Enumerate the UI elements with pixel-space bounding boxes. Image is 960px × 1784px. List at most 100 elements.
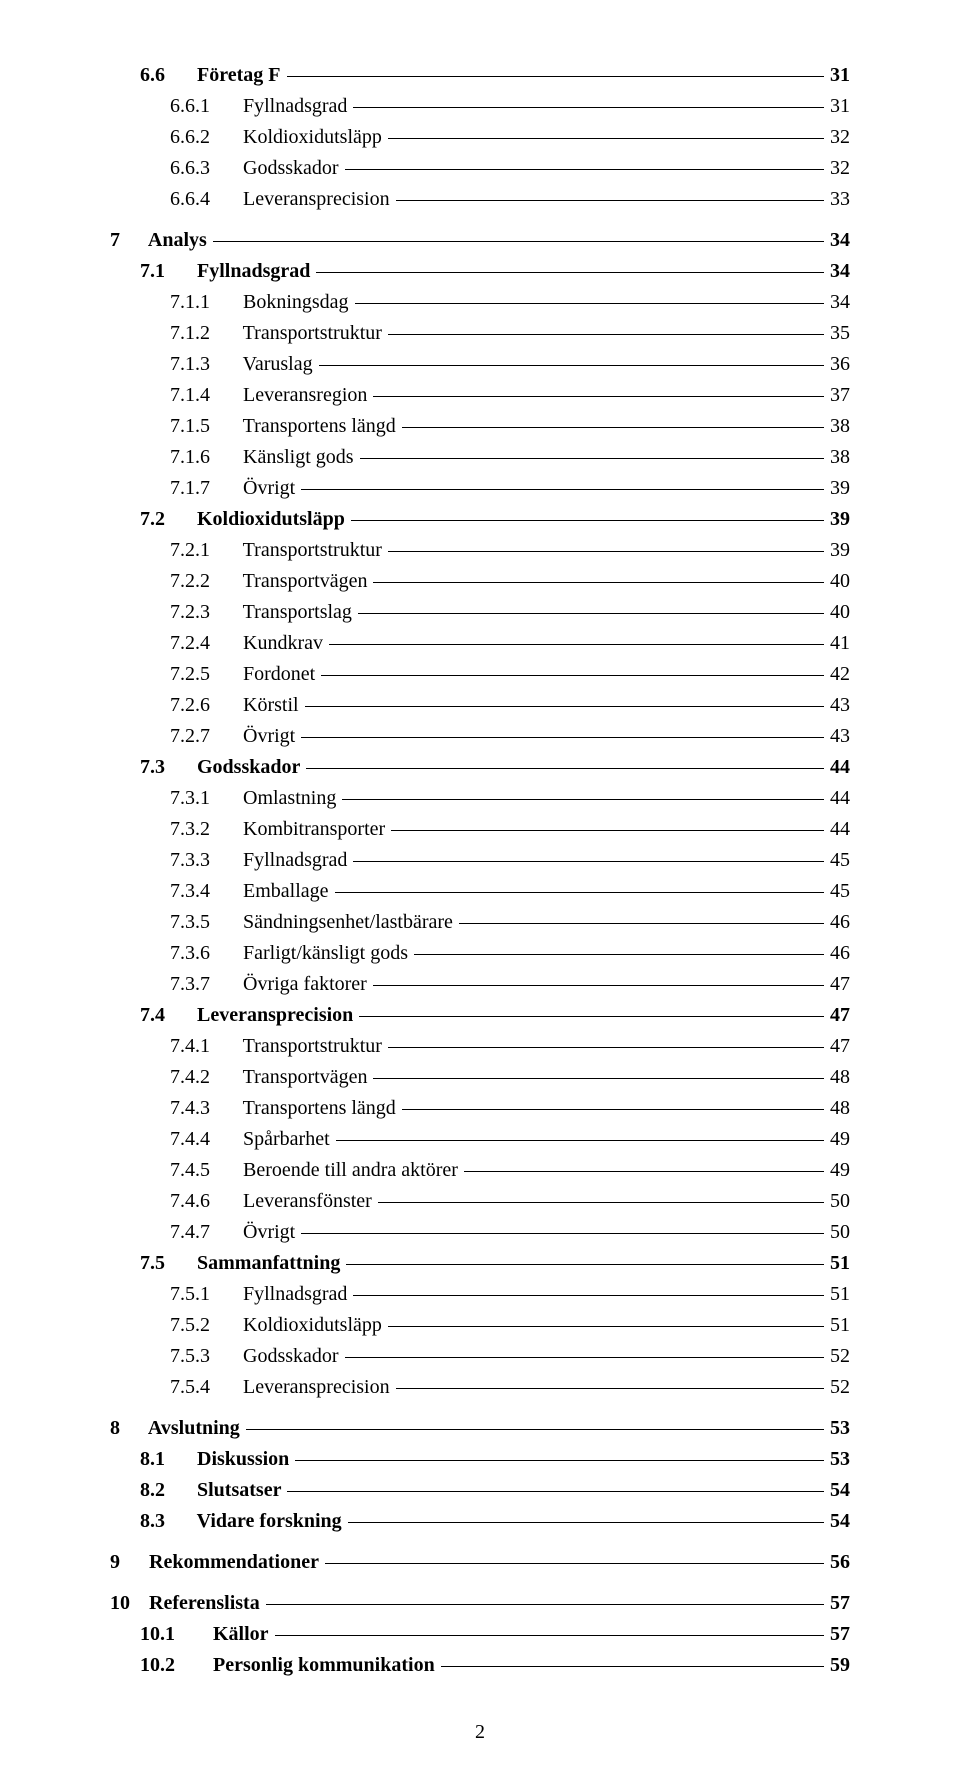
toc-entry-page: 51: [826, 1279, 850, 1310]
toc-entry-label: 8 Avslutning: [110, 1413, 244, 1444]
toc-entry-number: 7.3.1: [170, 783, 228, 814]
toc-entry-title: Leveransprecision: [192, 1004, 353, 1026]
toc-entry: 10.1 Källor57: [140, 1619, 850, 1650]
toc-entry-number: 7.1.1: [170, 287, 228, 318]
toc-entry-page: 48: [826, 1062, 850, 1093]
page-container: 6.6 Företag F316.6.1 Fyllnadsgrad316.6.2…: [0, 0, 960, 1784]
toc-entry-number: 7.1.3: [170, 349, 228, 380]
toc-entry-page: 47: [826, 1031, 850, 1062]
toc-entry-title: Övriga faktorer: [238, 973, 367, 995]
toc-entry-number: 10.2: [140, 1650, 198, 1681]
toc-entry-label: 8.1 Diskussion: [140, 1444, 293, 1475]
toc-entry-page: 52: [826, 1341, 850, 1372]
toc-entry-title: Källor: [208, 1623, 269, 1645]
toc-entry-title: Kundkrav: [238, 632, 323, 654]
toc-entry-page: 50: [826, 1186, 850, 1217]
toc-leader-line: [306, 768, 824, 769]
toc-entry-number: 7.2.6: [170, 690, 228, 721]
toc-entry-title: Leveransprecision: [238, 188, 390, 210]
toc-entry-number: 7.1.6: [170, 442, 228, 473]
toc-entry-number: 7.4.2: [170, 1062, 228, 1093]
toc-entry-number: 7.5.4: [170, 1372, 228, 1403]
toc-leader-line: [319, 365, 824, 366]
toc-entry-label: 7.5 Sammanfattning: [140, 1248, 344, 1279]
toc-entry-page: 43: [826, 690, 850, 721]
toc-entry-title: Övrigt: [238, 725, 295, 747]
toc-entry-label: 7.3.1 Omlastning: [170, 783, 340, 814]
toc-entry-page: 40: [826, 597, 850, 628]
toc-entry-page: 38: [826, 411, 850, 442]
toc-entry: 7.3.3 Fyllnadsgrad45: [170, 845, 850, 876]
toc-entry-number: 7.3.2: [170, 814, 228, 845]
toc-entry-title: Fyllnadsgrad: [238, 849, 347, 871]
toc-leader-line: [459, 923, 824, 924]
toc-entry-number: 7.2.5: [170, 659, 228, 690]
toc-leader-line: [373, 1078, 824, 1079]
toc-entry-title: Godsskador: [192, 756, 300, 778]
toc-entry-title: Farligt/känsligt gods: [238, 942, 408, 964]
toc-entry-page: 54: [826, 1506, 850, 1537]
toc-entry-title: Transportstruktur: [238, 539, 382, 561]
toc-entry-title: Diskussion: [192, 1448, 289, 1470]
toc-entry: 8.1 Diskussion 53: [140, 1444, 850, 1475]
toc-entry-label: 7.3.6 Farligt/känsligt gods: [170, 938, 412, 969]
toc-entry-title: Övrigt: [238, 477, 295, 499]
toc-entry-number: 7.3.4: [170, 876, 228, 907]
toc-entry-title: Godsskador: [238, 157, 339, 179]
toc-leader-line: [402, 1109, 824, 1110]
toc-entry-title: Transportslag: [238, 601, 352, 623]
toc-leader-line: [396, 1388, 824, 1389]
toc-entry-number: 6.6.1: [170, 91, 228, 122]
toc-entry-label: 7.4.2 Transportvägen: [170, 1062, 371, 1093]
toc-entry-title: Fyllnadsgrad: [238, 1283, 347, 1305]
toc-leader-line: [373, 582, 824, 583]
toc-entry-page: 34: [826, 256, 850, 287]
toc-entry: 7.3.1 Omlastning44: [170, 783, 850, 814]
toc-entry-label: 7.5.4 Leveransprecision: [170, 1372, 394, 1403]
toc-entry-label: 7.4.1 Transportstruktur: [170, 1031, 386, 1062]
toc-entry-page: 40: [826, 566, 850, 597]
toc-entry-title: Varuslag: [238, 353, 313, 375]
toc-entry-page: 51: [826, 1248, 850, 1279]
toc-entry: 7.4.4 Spårbarhet49: [170, 1124, 850, 1155]
toc-entry: 7.1.6 Känsligt gods38: [170, 442, 850, 473]
toc-entry-label: 7.1.3 Varuslag: [170, 349, 317, 380]
toc-entry-number: 7.3.7: [170, 969, 228, 1000]
toc-entry: 7.4.3 Transportens längd48: [170, 1093, 850, 1124]
toc-entry: 7.3.4 Emballage45: [170, 876, 850, 907]
toc-entry-label: 7.2.6 Körstil: [170, 690, 303, 721]
toc-entry-page: 52: [826, 1372, 850, 1403]
toc-entry-number: 7.2.3: [170, 597, 228, 628]
toc-entry-label: 6.6.4 Leveransprecision: [170, 184, 394, 215]
toc-entry-page: 32: [826, 122, 850, 153]
toc-leader-line: [464, 1171, 824, 1172]
toc-entry-number: 7.1: [140, 256, 182, 287]
toc-entry-label: 7.2.3 Transportslag: [170, 597, 356, 628]
toc-leader-line: [378, 1202, 824, 1203]
toc-entry-number: 7.3.3: [170, 845, 228, 876]
toc-entry-page: 32: [826, 153, 850, 184]
toc-entry-page: 53: [826, 1444, 850, 1475]
toc-leader-line: [345, 1357, 824, 1358]
toc-leader-line: [301, 737, 824, 738]
toc-leader-line: [359, 1016, 824, 1017]
toc-entry-title: Körstil: [238, 694, 299, 716]
toc-entry-label: 7.4.5 Beroende till andra aktörer: [170, 1155, 462, 1186]
toc-entry: 7.2.5 Fordonet42: [170, 659, 850, 690]
toc-leader-line: [358, 613, 824, 614]
table-of-contents: 6.6 Företag F316.6.1 Fyllnadsgrad316.6.2…: [110, 60, 850, 1681]
toc-entry-label: 6.6.3 Godsskador: [170, 153, 343, 184]
toc-entry: 6.6.1 Fyllnadsgrad31: [170, 91, 850, 122]
toc-entry-page: 31: [826, 60, 850, 91]
toc-entry-title: Vidare forskning: [192, 1510, 342, 1532]
toc-entry-number: 7.2.2: [170, 566, 228, 597]
toc-entry-page: 48: [826, 1093, 850, 1124]
toc-entry-label: 7.2.5 Fordonet: [170, 659, 319, 690]
toc-leader-line: [396, 200, 824, 201]
toc-entry-label: 7.3.2 Kombitransporter: [170, 814, 389, 845]
toc-entry-number: 7.1.2: [170, 318, 228, 349]
toc-entry-number: 7.4.3: [170, 1093, 228, 1124]
toc-leader-line: [325, 1563, 824, 1564]
toc-entry-number: 7.2.1: [170, 535, 228, 566]
toc-entry-label: 8.3 Vidare forskning: [140, 1506, 346, 1537]
